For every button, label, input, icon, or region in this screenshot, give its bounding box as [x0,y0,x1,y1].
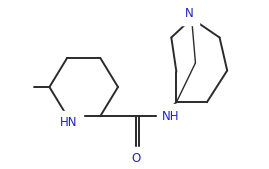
Text: O: O [131,152,140,165]
Text: NH: NH [162,110,180,123]
Text: HN: HN [60,116,77,129]
Text: N: N [185,7,193,20]
